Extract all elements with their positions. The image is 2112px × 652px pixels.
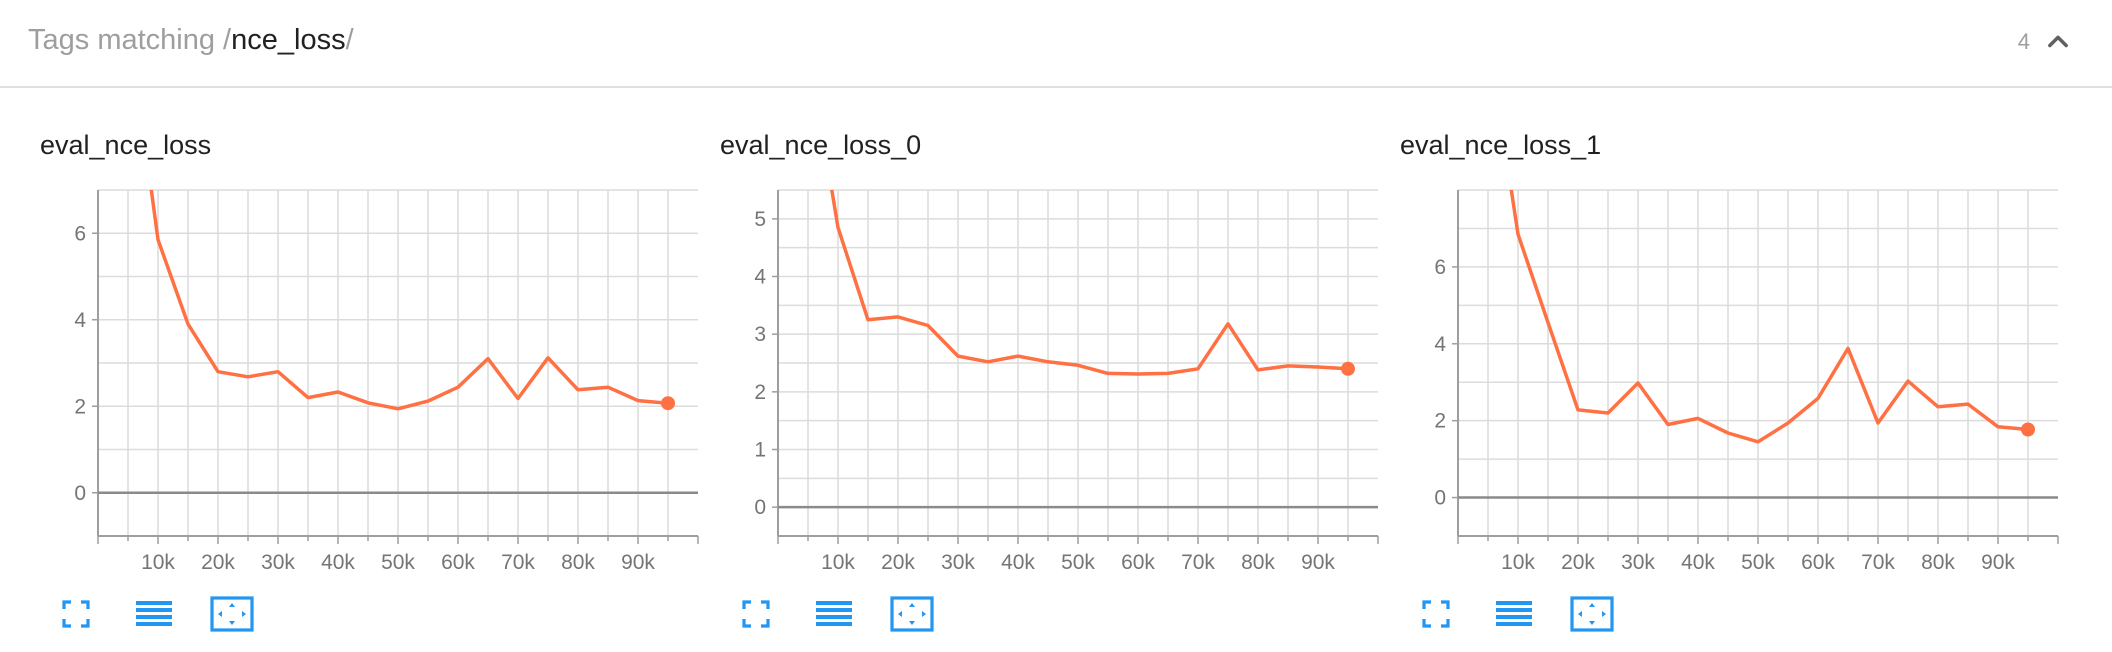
chart-card-0: eval_nce_loss 10k 20k 30k 40k 50k 60k 70k 80k 90… <box>28 118 708 638</box>
x-tick-label: 80k <box>1921 551 1955 574</box>
toggle-y-log-icon <box>816 601 852 626</box>
x-tick-label: 20k <box>1561 551 1595 574</box>
y-tick-label: 5 <box>754 208 766 231</box>
x-tick-label: 90k <box>1301 551 1335 574</box>
y-tick-label: 2 <box>1434 410 1446 433</box>
chart-title: eval_nce_loss_0 <box>720 130 922 160</box>
fit-domain-icon <box>210 596 254 632</box>
fullscreen-icon <box>742 600 770 628</box>
x-tick-label: 90k <box>621 551 655 574</box>
x-tick-label: 30k <box>941 551 975 574</box>
x-tick-label: 70k <box>1181 551 1215 574</box>
y-tick-label: 6 <box>74 222 86 245</box>
last-point-marker <box>661 396 675 411</box>
y-tick-label: 0 <box>754 496 766 519</box>
x-tick-label: 80k <box>1241 551 1275 574</box>
x-tick-label: 80k <box>561 551 595 574</box>
y-tick-label: 3 <box>754 323 766 346</box>
chart-plot-2[interactable]: 10k 20k 30k 40k 50k 60k 70k 80k 90k 0 2 4 6 <box>1388 178 2068 588</box>
last-point-marker <box>2021 422 2035 437</box>
chart-title: eval_nce_loss <box>40 130 212 160</box>
x-tick-label: 20k <box>881 551 915 574</box>
x-tick-label: 30k <box>1621 551 1655 574</box>
fit-domain-icon <box>1570 596 1614 632</box>
fullscreen-icon <box>1422 600 1450 628</box>
x-tick-label: 60k <box>1801 551 1835 574</box>
fullscreen-button[interactable] <box>52 592 100 636</box>
x-tick-label: 20k <box>201 551 235 574</box>
x-tick-label: 50k <box>381 551 415 574</box>
tag-filter-prefix: Tags matching / <box>28 24 232 56</box>
chart-toolbar <box>1412 592 1616 636</box>
x-tick-label: 10k <box>821 551 855 574</box>
tag-group-header[interactable]: Tags matching /nce_loss/ 4 <box>0 0 2112 88</box>
x-tick-label: 50k <box>1741 551 1775 574</box>
x-tick-label: 70k <box>501 551 535 574</box>
chart-card-2: eval_nce_loss_1 10k 20k 30k 40k 50k 60k 70k 80k… <box>1388 118 2068 638</box>
fullscreen-button[interactable] <box>732 592 780 636</box>
chart-plot-0[interactable]: 10k 20k 30k 40k 50k 60k 70k 80k 90k 0 2 4 6 <box>28 178 708 588</box>
toggle-y-log-button[interactable] <box>130 592 178 636</box>
fit-domain-button[interactable] <box>888 592 936 636</box>
x-tick-label: 70k <box>1861 551 1895 574</box>
chart-card-1: eval_nce_loss_0 10k 20k 30k 40k 50k 60k 70k 80k… <box>708 118 1388 638</box>
x-tick-label: 90k <box>1981 551 2015 574</box>
toggle-y-log-icon <box>1496 601 1532 626</box>
chevron-up-icon[interactable] <box>2044 28 2072 56</box>
toggle-y-log-button[interactable] <box>1490 592 1538 636</box>
toggle-y-log-button[interactable] <box>810 592 858 636</box>
toggle-y-log-icon <box>136 601 172 626</box>
chart-toolbar <box>52 592 256 636</box>
y-tick-label: 2 <box>754 381 766 404</box>
fullscreen-button[interactable] <box>1412 592 1460 636</box>
x-tick-label: 40k <box>1001 551 1035 574</box>
y-tick-label: 0 <box>74 482 86 505</box>
series-line <box>1509 190 2029 444</box>
x-tick-label: 60k <box>1121 551 1155 574</box>
chart-toolbar <box>732 592 936 636</box>
y-tick-label: 4 <box>74 309 86 332</box>
y-tick-label: 0 <box>1434 487 1446 510</box>
x-tick-label: 40k <box>321 551 355 574</box>
tag-filter-title: Tags matching /nce_loss/ <box>28 24 354 57</box>
header-right: 4 <box>2018 28 2072 56</box>
tag-filter-query: nce_loss <box>231 24 346 56</box>
last-point-marker <box>1341 361 1355 376</box>
x-tick-label: 50k <box>1061 551 1095 574</box>
tag-count: 4 <box>2017 29 2030 54</box>
x-tick-label: 60k <box>441 551 475 574</box>
x-tick-label: 30k <box>261 551 295 574</box>
fit-domain-button[interactable] <box>1568 592 1616 636</box>
chart-title: eval_nce_loss_1 <box>1400 130 1602 160</box>
y-tick-label: 4 <box>754 266 766 289</box>
series-line <box>830 190 1349 376</box>
chart-plot-1[interactable]: 10k 20k 30k 40k 50k 60k 70k 80k 90k 0 1 2 3 4 5 <box>708 178 1388 588</box>
fullscreen-icon <box>62 600 90 628</box>
fit-domain-icon <box>890 596 934 632</box>
x-tick-label: 10k <box>141 551 175 574</box>
fit-domain-button[interactable] <box>208 592 256 636</box>
series-line <box>149 190 669 411</box>
y-tick-label: 1 <box>754 439 766 462</box>
x-tick-label: 10k <box>1501 551 1535 574</box>
y-tick-label: 4 <box>1434 333 1446 356</box>
tag-filter-suffix: / <box>345 24 354 56</box>
y-tick-label: 2 <box>74 395 86 418</box>
y-tick-label: 6 <box>1434 256 1446 279</box>
x-tick-label: 40k <box>1681 551 1715 574</box>
